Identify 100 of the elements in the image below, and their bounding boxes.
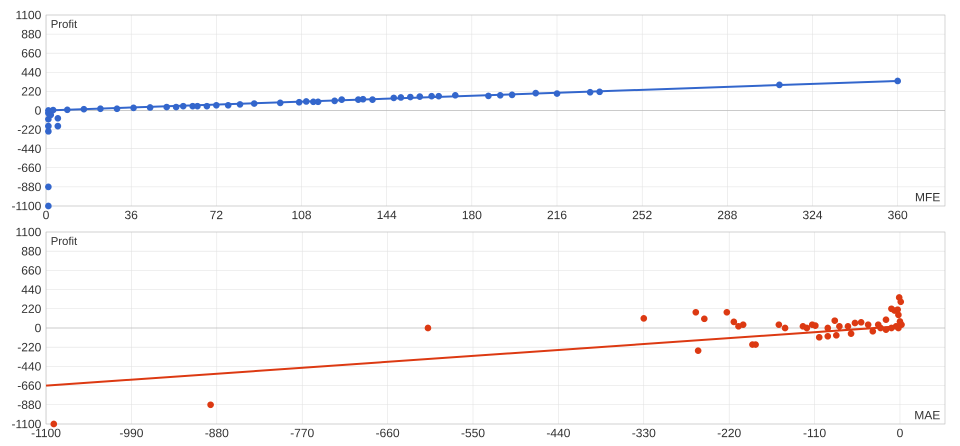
point [45, 202, 52, 210]
y-tick-label: 1100 [16, 10, 41, 20]
point [858, 318, 864, 326]
y-tick-label: -880 [18, 182, 41, 192]
x-tick-label: 324 [802, 210, 822, 220]
y-tick-label: 0 [35, 106, 41, 115]
y-tick-label: 660 [22, 266, 41, 275]
point [895, 312, 902, 318]
point [596, 88, 603, 96]
point [832, 332, 840, 339]
y-tick-label: 220 [22, 304, 41, 314]
point [740, 321, 746, 328]
point [338, 96, 346, 103]
x-tick-label: 72 [210, 210, 222, 220]
point [844, 322, 852, 330]
x-tick-label: 288 [718, 210, 737, 220]
y-axis-title: Profit [52, 236, 78, 246]
y-tick-label: -1100 [12, 202, 41, 210]
y-tick-label: -220 [18, 125, 41, 134]
point [730, 318, 738, 326]
point [888, 324, 895, 332]
point [369, 96, 376, 103]
point [331, 98, 338, 104]
point [452, 92, 459, 99]
x-tick-label: 108 [292, 210, 311, 220]
point [848, 330, 854, 337]
point [50, 420, 58, 428]
point [897, 298, 904, 306]
y-tick-label: 0 [35, 324, 41, 332]
point [782, 324, 788, 332]
point [54, 122, 62, 130]
point [45, 184, 52, 190]
point [236, 101, 244, 108]
point [852, 320, 858, 326]
y-tick-label: 220 [22, 87, 41, 96]
point [80, 106, 88, 113]
point [64, 106, 71, 114]
point [407, 94, 414, 100]
point [163, 104, 170, 110]
point [54, 114, 62, 122]
point [114, 105, 120, 112]
point [435, 92, 442, 100]
x-tick-label: 360 [888, 210, 908, 220]
point [894, 78, 902, 84]
point [554, 90, 560, 97]
y-tick-label: 1100 [16, 228, 41, 236]
point [314, 98, 322, 106]
point [816, 334, 823, 341]
point [130, 104, 137, 112]
x-tick-label: 0 [897, 428, 903, 438]
point [50, 106, 56, 114]
point [302, 98, 310, 105]
point [701, 315, 708, 322]
y-axis-title: Profit [52, 20, 78, 28]
point [97, 105, 104, 112]
point [882, 316, 890, 324]
point [803, 324, 810, 332]
y-tick-label: -220 [18, 342, 41, 352]
x-tick-label: 0 [43, 210, 49, 220]
x-tick-label: -220 [718, 428, 741, 438]
x-tick-label: -660 [376, 428, 400, 438]
x-tick-label: 252 [632, 210, 652, 220]
point [428, 92, 435, 100]
point [508, 92, 516, 98]
point [224, 102, 232, 109]
point [213, 102, 220, 109]
point [45, 128, 52, 135]
y-tick-label: -880 [18, 400, 41, 410]
point [532, 90, 540, 96]
point [812, 322, 819, 329]
point [390, 94, 398, 102]
point [485, 92, 492, 100]
point [276, 100, 284, 106]
point [496, 92, 504, 99]
point [194, 102, 201, 110]
point [207, 401, 214, 408]
x-tick-label: 144 [378, 210, 396, 219]
x-tick-label: -440 [546, 428, 570, 438]
x-tick-label: -110 [804, 428, 826, 438]
x-tick-label: 180 [462, 210, 482, 220]
x-tick-label: 36 [124, 210, 138, 220]
point [824, 324, 832, 332]
point [864, 321, 872, 328]
y-tick-label: -440 [18, 144, 41, 153]
point [882, 326, 890, 333]
x-axis-title: MFE [916, 193, 940, 202]
y-tick-label: -1100 [12, 420, 41, 428]
x-tick-label: -770 [290, 428, 314, 438]
y-tick-label: 880 [22, 30, 41, 38]
point [831, 317, 838, 324]
x-axis-title: MAE [915, 411, 940, 420]
point [724, 308, 730, 316]
point [398, 94, 404, 101]
point [692, 308, 700, 316]
point [877, 324, 884, 332]
point [824, 332, 832, 340]
point [586, 88, 594, 96]
point [836, 322, 843, 330]
point [776, 321, 782, 328]
y-tick-label: 880 [22, 246, 41, 256]
